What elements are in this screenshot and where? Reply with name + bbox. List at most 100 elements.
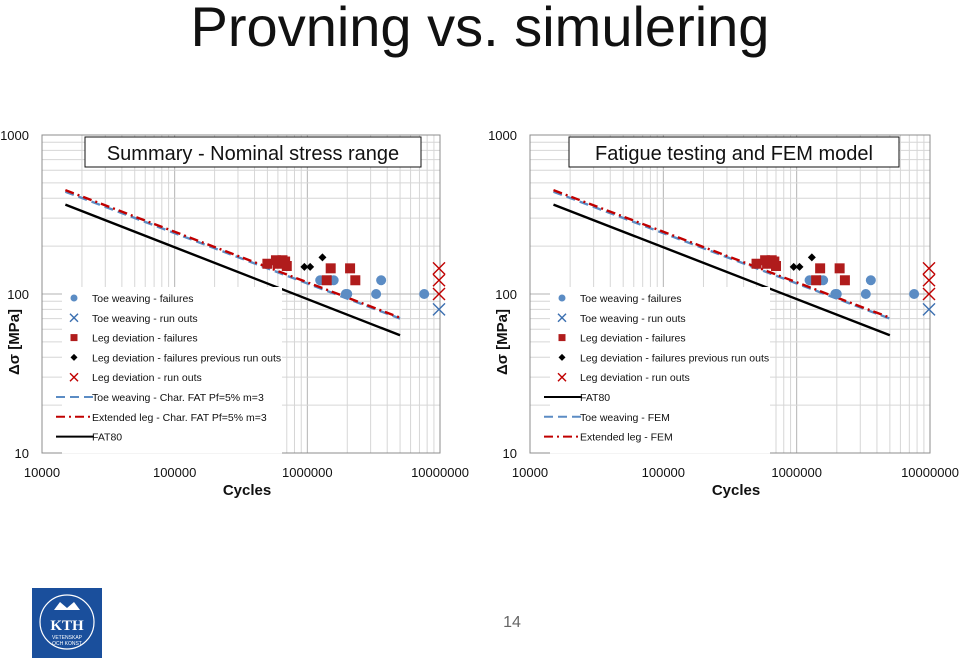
x-axis-label: Cycles bbox=[712, 482, 760, 499]
data-point bbox=[751, 258, 762, 269]
legend-entry: Toe weaving - failures bbox=[580, 293, 682, 305]
data-point bbox=[350, 275, 361, 286]
marker-stroke bbox=[557, 372, 567, 382]
legend-entry: Toe weaving - FEM bbox=[580, 412, 670, 424]
data-point bbox=[281, 261, 292, 272]
marker-stroke bbox=[432, 302, 446, 316]
legend-entry: Leg deviation - failures previous run ou… bbox=[92, 352, 281, 364]
data-point bbox=[432, 261, 446, 275]
legend-marker-swatch bbox=[70, 353, 78, 361]
legend-entry: Toe weaving - run outs bbox=[92, 313, 198, 325]
legend-entry: Leg deviation - failures previous run ou… bbox=[580, 352, 769, 364]
svg-text:OCH KONST: OCH KONST bbox=[52, 641, 82, 647]
y-tick-label: 100 bbox=[495, 287, 517, 302]
chart-2: 10000 100000 1000000 10000000 10 100 1000 Cycle… bbox=[488, 128, 959, 499]
data-point bbox=[419, 289, 430, 299]
y-tick-label: 1000 bbox=[488, 128, 517, 143]
data-point bbox=[432, 273, 446, 287]
data-point bbox=[306, 262, 315, 271]
data-point bbox=[815, 263, 826, 274]
data-point bbox=[342, 289, 353, 299]
marker-stroke bbox=[922, 261, 936, 275]
data-point bbox=[922, 287, 936, 301]
page-number: 14 bbox=[503, 614, 521, 631]
legend-entry: Toe weaving - run outs bbox=[580, 313, 686, 325]
chart-title-box bbox=[84, 136, 422, 168]
data-point bbox=[834, 263, 845, 274]
series-line bbox=[64, 203, 401, 337]
slide-title: Provning vs. simulering bbox=[190, 0, 770, 58]
x-tick-label: 100000 bbox=[642, 465, 685, 480]
y-tick-label: 1000 bbox=[0, 128, 29, 143]
legend-box bbox=[62, 287, 282, 454]
data-point bbox=[771, 261, 782, 272]
legend-entry: FAT80 bbox=[580, 392, 610, 404]
legend-entry: Toe weaving - failures bbox=[92, 293, 194, 305]
legend-entry: Leg deviation - failures bbox=[580, 333, 686, 345]
data-point bbox=[318, 253, 327, 262]
marker-stroke bbox=[922, 302, 936, 316]
marker-stroke bbox=[69, 372, 79, 382]
legend-entry: Extended leg - Char. FAT Pf=5% m=3 bbox=[92, 412, 267, 424]
data-point bbox=[789, 262, 798, 271]
series-line bbox=[553, 203, 891, 337]
data-point bbox=[795, 262, 804, 271]
legend-marker-swatch bbox=[558, 334, 566, 342]
data-point bbox=[922, 273, 936, 287]
data-point bbox=[432, 287, 446, 301]
x-tick-label: 1000000 bbox=[282, 465, 333, 480]
legend-entry: Extended leg - FEM bbox=[580, 432, 673, 444]
svg-text:KTH: KTH bbox=[50, 618, 84, 634]
data-point bbox=[860, 289, 871, 299]
data-point bbox=[831, 289, 842, 299]
chart-1: 10000 100000 1000000 10000000 10 100 1000 Cycle… bbox=[0, 128, 469, 499]
chart-title-box bbox=[568, 136, 900, 168]
chart-title: Fatigue testing and FEM model bbox=[595, 143, 873, 165]
legend-entry: Toe weaving - Char. FAT Pf=5% m=3 bbox=[92, 392, 264, 404]
data-point bbox=[262, 258, 273, 269]
legend-marker-swatch bbox=[558, 294, 566, 302]
legend-entry: FAT80 bbox=[92, 432, 122, 444]
x-tick-label: 10000 bbox=[512, 465, 548, 480]
legend-marker-swatch bbox=[70, 294, 78, 302]
chart-title: Summary - Nominal stress range bbox=[107, 143, 399, 165]
legend-entry: Leg deviation - run outs bbox=[92, 372, 202, 384]
data-point bbox=[376, 275, 387, 286]
legend-marker-swatch bbox=[69, 313, 79, 323]
y-axis-label: Δσ [MPa] bbox=[494, 309, 511, 375]
y-tick-label: 100 bbox=[7, 287, 29, 302]
data-point bbox=[865, 275, 876, 286]
marker-stroke bbox=[922, 287, 936, 301]
marker-stroke bbox=[922, 273, 936, 287]
y-tick-label: 10 bbox=[503, 446, 517, 461]
marker-stroke bbox=[557, 313, 567, 323]
marker-stroke bbox=[69, 313, 79, 323]
y-axis-label: Δσ [MPa] bbox=[6, 309, 23, 375]
data-point bbox=[909, 289, 920, 299]
data-point bbox=[922, 261, 936, 275]
x-tick-label: 100000 bbox=[153, 465, 196, 480]
legend-entry: Leg deviation - run outs bbox=[580, 372, 690, 384]
x-tick-label: 10000000 bbox=[901, 465, 959, 480]
data-point bbox=[839, 275, 850, 286]
data-point bbox=[371, 289, 382, 299]
legend-marker-swatch bbox=[70, 334, 78, 342]
legend-marker-swatch bbox=[557, 372, 567, 382]
x-axis-label: Cycles bbox=[223, 482, 271, 499]
data-point bbox=[807, 253, 816, 262]
x-tick-label: 10000000 bbox=[411, 465, 469, 480]
data-point bbox=[345, 263, 356, 274]
data-point bbox=[432, 302, 446, 316]
legend-box bbox=[550, 287, 770, 454]
data-point bbox=[922, 302, 936, 316]
legend-marker-swatch bbox=[69, 372, 79, 382]
data-point bbox=[300, 262, 309, 271]
legend-marker-swatch bbox=[558, 353, 566, 361]
svg-text:VETENSKAP: VETENSKAP bbox=[52, 635, 83, 641]
x-tick-label: 1000000 bbox=[771, 465, 822, 480]
marker-stroke bbox=[432, 287, 446, 301]
data-point bbox=[325, 263, 336, 274]
legend-marker-swatch bbox=[557, 313, 567, 323]
kth-logo: KTH VETENSKAP OCH KONST bbox=[32, 588, 102, 658]
